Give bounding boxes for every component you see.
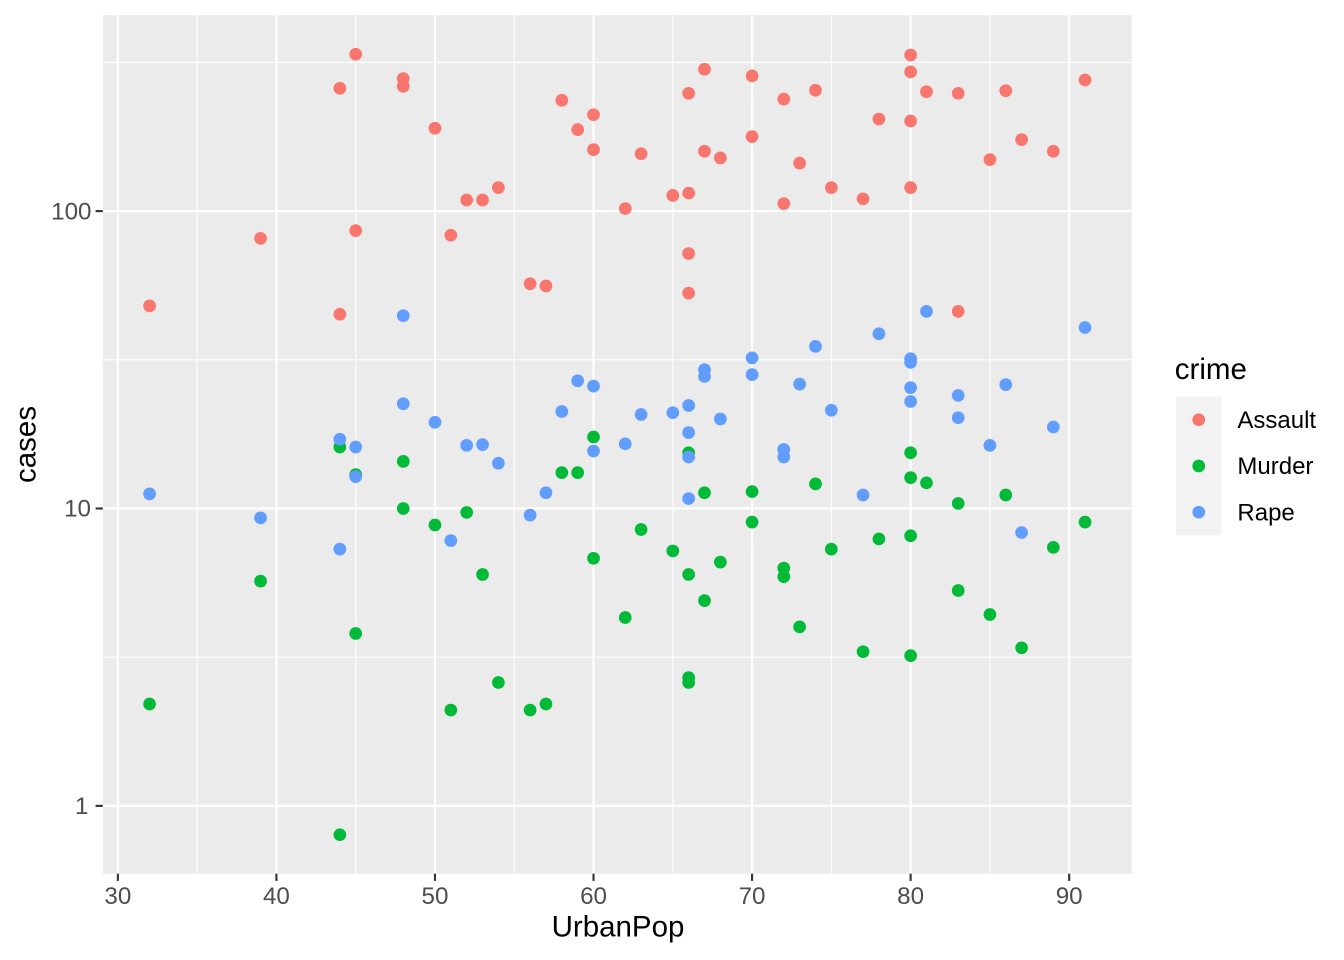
svg-text:70: 70: [739, 883, 766, 910]
svg-text:30: 30: [104, 883, 131, 910]
svg-text:40: 40: [263, 883, 290, 910]
svg-text:crime: crime: [1175, 353, 1247, 386]
svg-text:100: 100: [51, 198, 91, 225]
svg-text:Rape: Rape: [1237, 499, 1294, 526]
svg-text:50: 50: [422, 883, 449, 910]
svg-text:80: 80: [897, 883, 924, 910]
svg-text:60: 60: [580, 883, 607, 910]
svg-text:90: 90: [1056, 883, 1083, 910]
svg-text:UrbanPop: UrbanPop: [552, 911, 685, 944]
svg-text:1: 1: [75, 793, 88, 820]
svg-text:cases: cases: [10, 406, 43, 483]
svg-text:10: 10: [64, 496, 91, 523]
svg-text:Murder: Murder: [1237, 453, 1313, 480]
svg-text:Assault: Assault: [1237, 407, 1316, 434]
